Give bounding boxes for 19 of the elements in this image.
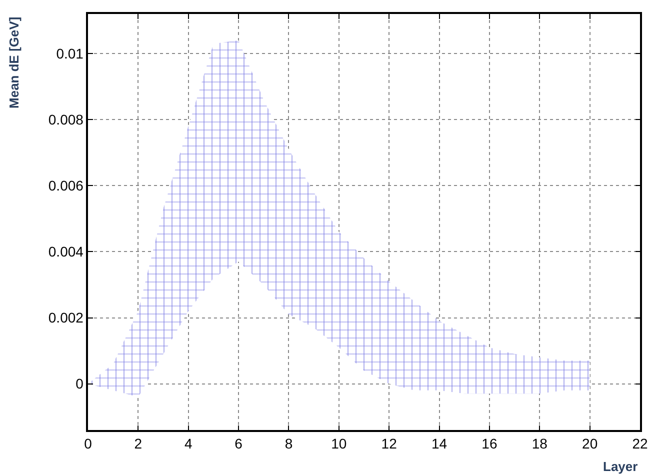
x-tick-label: 8 bbox=[284, 436, 293, 452]
x-tick-label: 2 bbox=[134, 436, 142, 452]
x-axis-title: Layer bbox=[603, 459, 638, 474]
y-tick-label: 0.006 bbox=[48, 178, 84, 194]
y-tick-label: 0 bbox=[76, 376, 84, 392]
y-tick-label: 0.008 bbox=[48, 112, 84, 128]
x-tick-label: 4 bbox=[184, 436, 192, 452]
x-tick-label: 14 bbox=[431, 436, 448, 452]
x-tick-label: 6 bbox=[234, 436, 243, 452]
y-axis-title: Mean dE [GeV] bbox=[6, 16, 22, 108]
y-tick-label: 0.004 bbox=[48, 244, 84, 260]
y-tick-label: 0.002 bbox=[48, 310, 84, 326]
x-tick-label: 22 bbox=[632, 436, 648, 452]
x-tick-label: 16 bbox=[482, 436, 498, 452]
x-tick-label: 20 bbox=[582, 436, 598, 452]
x-tick-label: 12 bbox=[381, 436, 398, 452]
y-tick-label: 0.01 bbox=[56, 46, 84, 62]
x-tick-label: 18 bbox=[532, 436, 548, 452]
x-tick-label: 10 bbox=[331, 436, 347, 452]
